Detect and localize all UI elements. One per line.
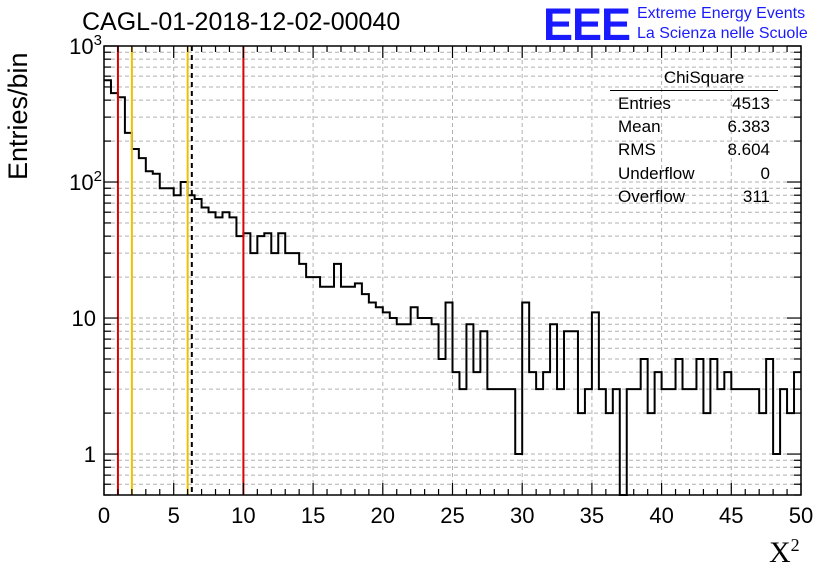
logo-line-1: Extreme Energy Events (637, 5, 806, 22)
stats-row-overflow: Overflow 311 (610, 185, 778, 208)
stats-label: Entries (618, 94, 671, 113)
stats-label: Underflow (618, 163, 695, 183)
stats-value: 8.604 (727, 140, 770, 160)
histogram-step (104, 79, 801, 496)
x-tick-label: 5 (168, 503, 180, 528)
y-tick-label: 1 (84, 442, 96, 467)
eee-logo: EEE (543, 0, 631, 50)
x-tick-label: 15 (301, 503, 325, 528)
stats-value: 4513 (732, 94, 770, 113)
stats-row-rms: RMS 8.604 (610, 138, 778, 161)
x-tick-label: 0 (98, 503, 110, 528)
stats-label: RMS (618, 140, 656, 160)
axis-ticks (103, 45, 802, 496)
stats-box: ChiSquare Entries 4513 Mean 6.383 RMS 8.… (610, 66, 778, 208)
stats-title: ChiSquare (610, 66, 778, 91)
stats-value: 0 (760, 163, 770, 183)
marker-lines (116, 46, 245, 495)
x-tick-label: 20 (371, 503, 395, 528)
x-axis-label: X2 (769, 535, 800, 569)
x-tick-label: 30 (510, 503, 534, 528)
stats-value: 311 (742, 186, 770, 206)
x-tick-label: 45 (719, 503, 743, 528)
x-tick-label: 25 (440, 503, 464, 528)
stats-row-underflow: Underflow 0 (610, 162, 778, 185)
histogram-series (104, 79, 801, 496)
stats-label: Overflow (618, 186, 686, 206)
stats-label: Mean (618, 117, 661, 137)
logo-line-2: La Scienza nelle Scuole (637, 25, 808, 42)
axis-tick-labels: 0 5 10 15 20 25 30 35 40 45 50 1 10 102 103 (69, 32, 813, 528)
x-tick-label: 35 (580, 503, 604, 528)
y-tick-label: 103 (69, 32, 102, 59)
stats-row-mean: Mean 6.383 (610, 115, 778, 138)
x-tick-label: 10 (231, 503, 255, 528)
y-tick-label: 10 (72, 306, 96, 331)
chart-title: CAGL-01-2018-12-02-00040 (82, 8, 401, 36)
y-axis-label: Entries/bin (3, 52, 33, 180)
y-tick-label: 102 (69, 168, 102, 195)
x-tick-label: 40 (649, 503, 673, 528)
stats-row-entries: Entries 4513 (610, 92, 778, 115)
stats-value: 6.383 (727, 117, 770, 137)
x-tick-label: 50 (789, 503, 813, 528)
